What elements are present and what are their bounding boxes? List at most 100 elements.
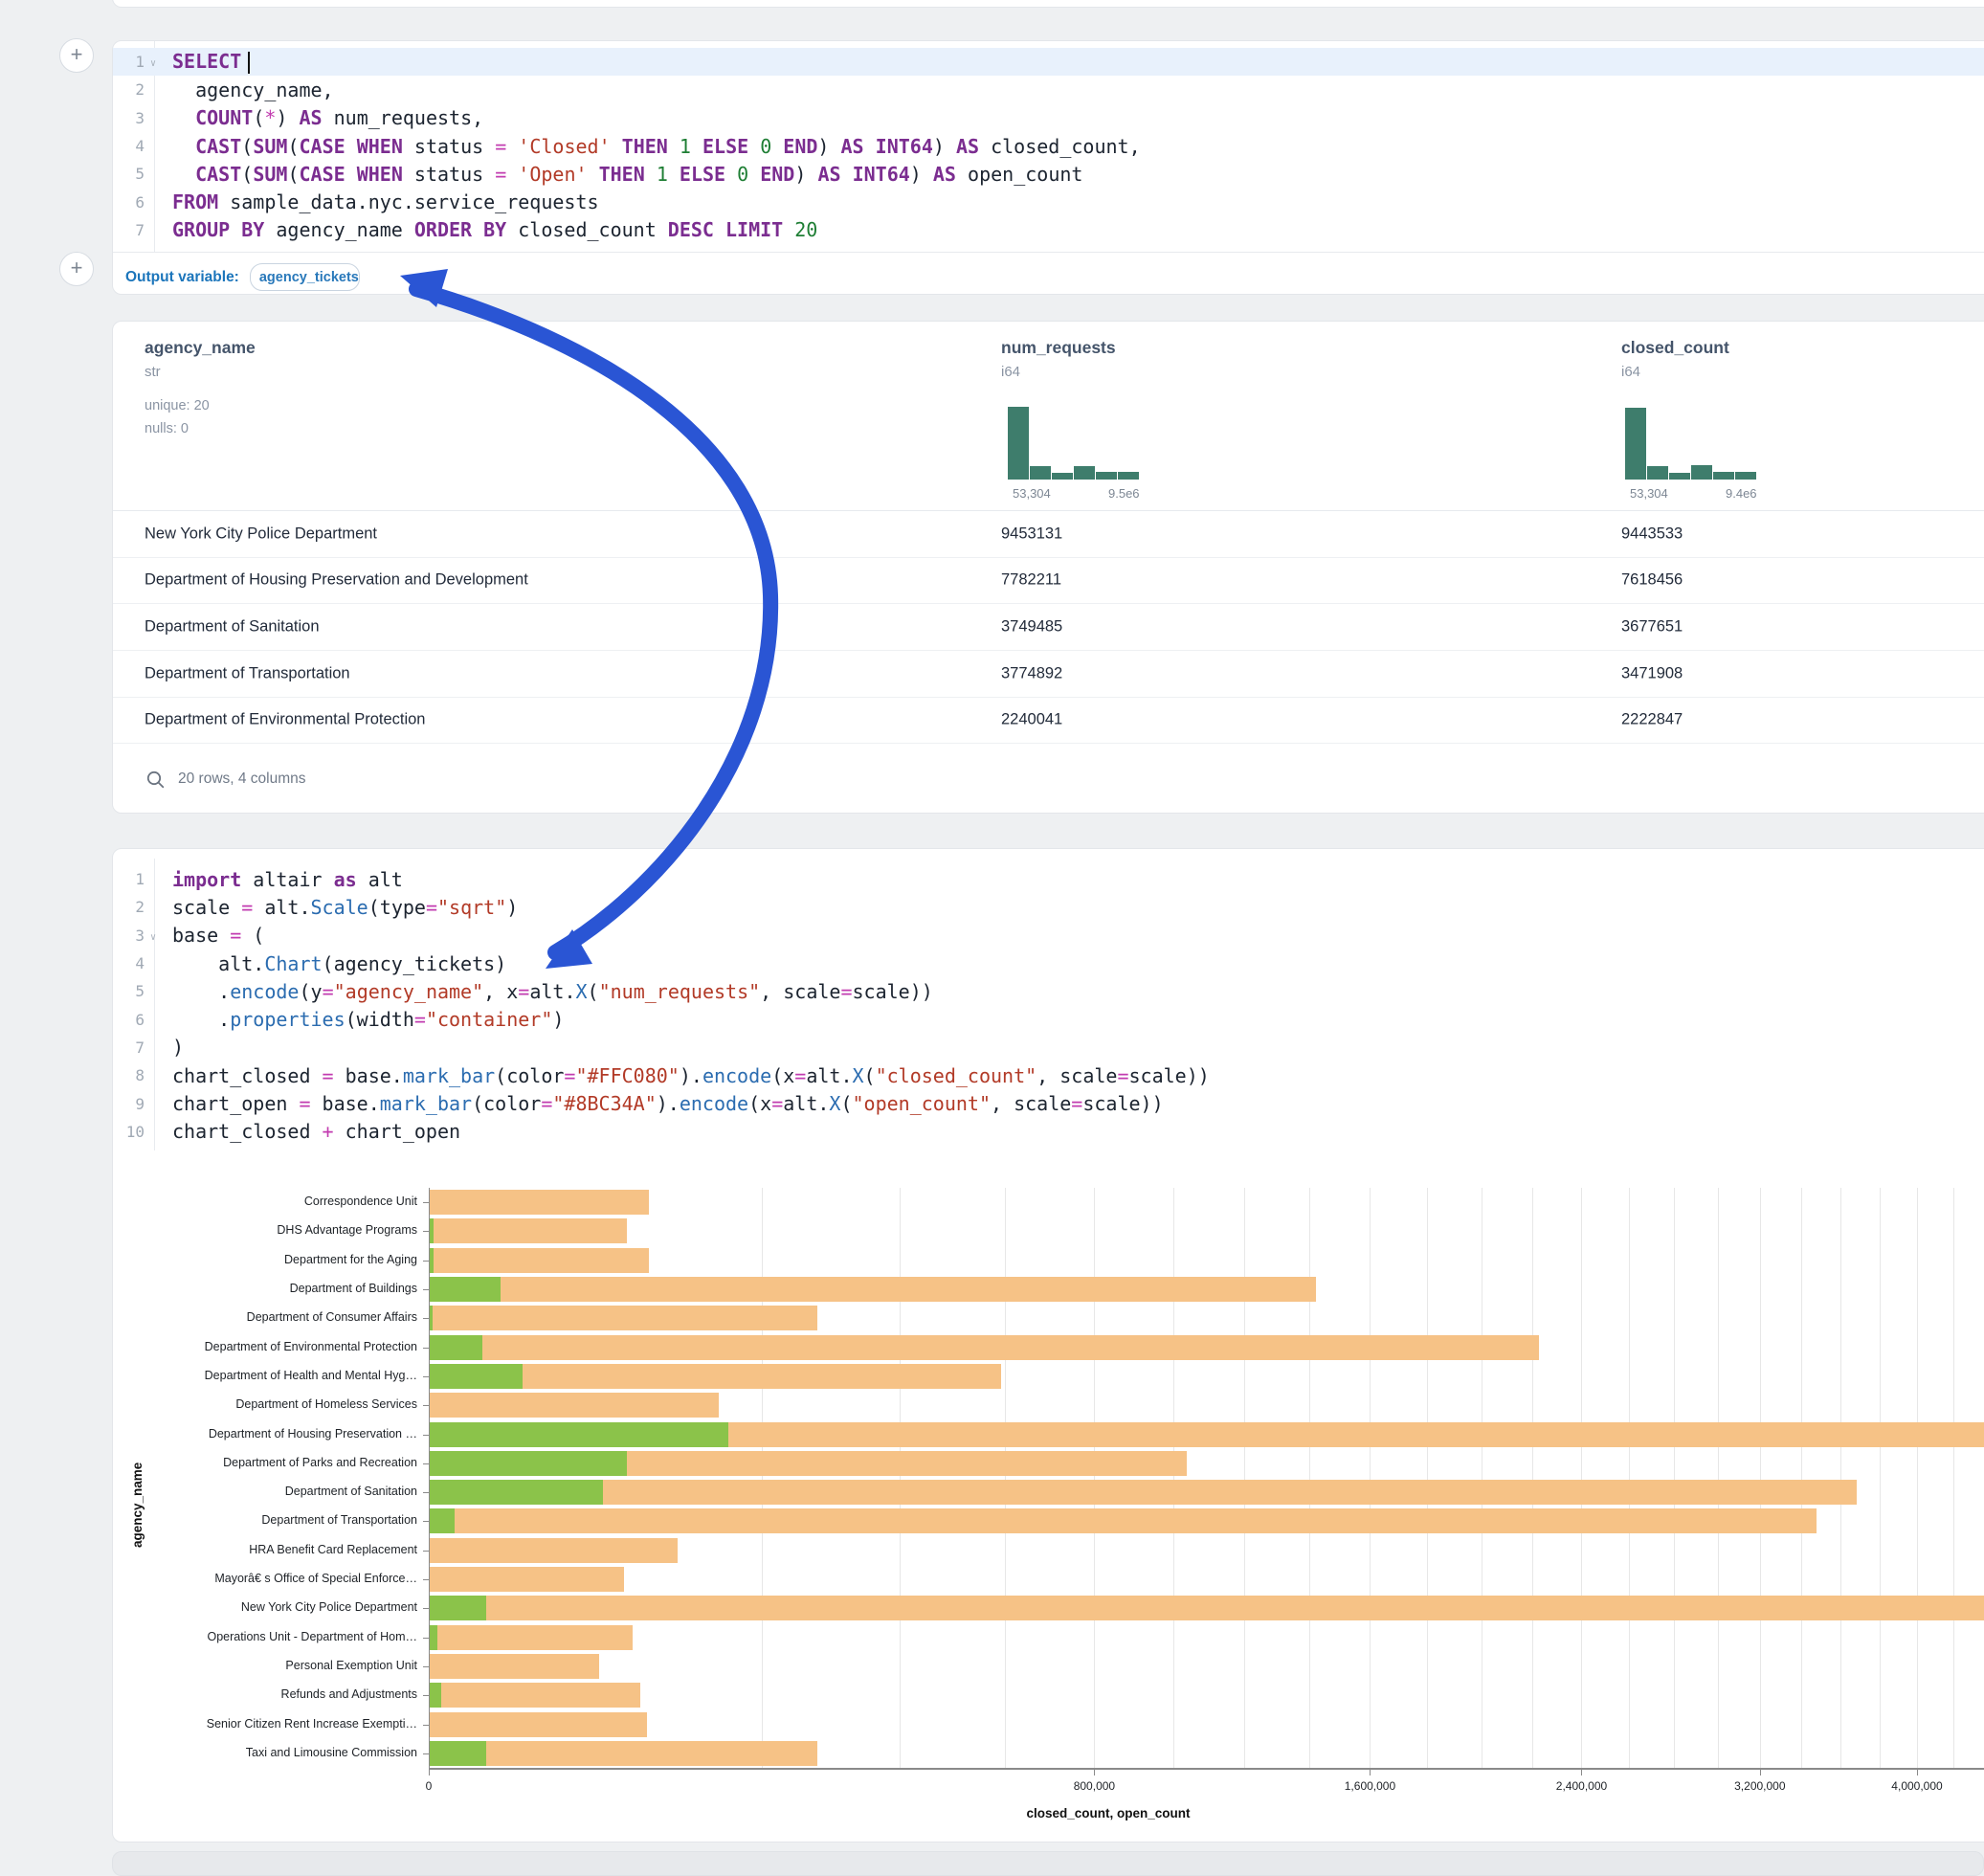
y-axis-tick <box>423 1202 429 1204</box>
bar-open-count <box>430 1480 603 1506</box>
histogram-bin <box>1735 472 1756 480</box>
table-cell-agency-name: New York City Police Department <box>145 525 378 542</box>
y-axis-label: Department of Transportation <box>261 1513 417 1528</box>
code-line[interactable]: 2 agency_name, <box>113 76 1984 103</box>
sql-code-editor[interactable]: 1 ∨ SELECT 2 agency_name, 3 COUNT(*) AS num_… <box>113 48 1984 244</box>
bar-closed-count <box>430 1653 600 1679</box>
bar-closed-count <box>430 1306 818 1331</box>
code-text: chart_open = base.mark_bar(color="#8BC34… <box>172 1092 1164 1116</box>
code-line[interactable]: 4 CAST(SUM(CASE WHEN status = 'Closed' T… <box>113 132 1984 160</box>
line-number: 7 <box>135 1038 145 1057</box>
line-number: 6 <box>135 192 145 212</box>
table-row[interactable]: New York City Police Department 9453131 94… <box>113 510 1984 558</box>
output-variable-pill[interactable]: agency_tickets <box>249 263 360 291</box>
histogram-bin <box>1052 473 1073 480</box>
code-line[interactable]: 8 chart_closed = base.mark_bar(color="#FF… <box>113 1061 1984 1089</box>
line-number: 8 <box>135 1066 145 1085</box>
code-line[interactable]: 4 alt.Chart(agency_tickets) <box>113 949 1984 977</box>
y-axis-label: HRA Benefit Card Replacement <box>249 1542 417 1556</box>
y-axis-tick <box>423 1260 429 1262</box>
python-code-editor[interactable]: 1 import altair as alt 2 scale = alt.Scale(… <box>113 865 1984 1146</box>
histogram-closed-count <box>1625 403 1757 480</box>
y-axis-label: Department of Environmental Protection <box>204 1339 417 1353</box>
fold-caret-icon[interactable]: ∨ <box>149 931 156 943</box>
code-line[interactable]: 10 chart_closed + chart_open <box>113 1118 1984 1146</box>
chart-gridline <box>1094 1188 1096 1768</box>
histogram-bin <box>1008 407 1029 480</box>
bar-open-count <box>430 1450 627 1476</box>
line-number: 4 <box>135 137 145 156</box>
bar-closed-count <box>430 1537 679 1563</box>
code-line[interactable]: 3 ∨ base = ( <box>113 922 1984 949</box>
table-row[interactable]: Department of Transportation 3774892 34719… <box>113 650 1984 698</box>
fold-caret-icon[interactable]: ∨ <box>149 58 156 70</box>
line-number: 9 <box>135 1094 145 1113</box>
table-cell-agency-name: Department of Sanitation <box>145 617 320 635</box>
code-text: .encode(y="agency_name", x=alt.X("num_re… <box>172 979 933 1003</box>
chart-gridline <box>1840 1188 1842 1768</box>
y-axis-label: New York City Police Department <box>240 1600 417 1615</box>
table-row[interactable]: Department of Sanitation 3749485 3677651 <box>113 603 1984 651</box>
code-line[interactable]: 3 COUNT(*) AS num_requests, <box>113 104 1984 132</box>
table-header-divider <box>113 510 1984 511</box>
code-line[interactable]: 6 FROM sample_data.nyc.service_requests <box>113 188 1984 215</box>
code-text: import altair as alt <box>172 867 403 891</box>
histogram-bin <box>1096 472 1117 480</box>
bar-closed-count <box>430 1596 1984 1621</box>
histogram-bin <box>1625 408 1646 480</box>
code-text: chart_closed + chart_open <box>172 1120 461 1144</box>
chart-gridline <box>1370 1188 1371 1768</box>
code-line[interactable]: 2 scale = alt.Scale(type="sqrt") <box>113 893 1984 921</box>
code-line[interactable]: 1 ∨ SELECT <box>113 48 1984 77</box>
y-axis-label: Personal Exemption Unit <box>285 1658 417 1672</box>
y-axis-label: Department of Health and Mental Hyg… <box>204 1368 417 1382</box>
code-text: ) <box>172 1036 185 1060</box>
y-axis-label: DHS Advantage Programs <box>277 1223 417 1238</box>
code-line[interactable]: 6 .properties(width="container") <box>113 1005 1984 1033</box>
chart-gridline <box>1243 1188 1245 1768</box>
bar-closed-count <box>430 1190 650 1216</box>
y-axis-label: Department of Buildings <box>289 1282 417 1296</box>
table-cell-closed-count: 7618456 <box>1621 570 1683 589</box>
result-table-card: agency_name str unique: 20 nulls: 0 num_… <box>112 321 1984 814</box>
code-line[interactable]: 1 import altair as alt <box>113 865 1984 893</box>
code-line[interactable]: 5 .encode(y="agency_name", x=alt.X("num_… <box>113 977 1984 1005</box>
chart-gridline <box>1308 1188 1310 1768</box>
code-text: SELECT <box>154 50 251 75</box>
chart-gridline <box>761 1188 763 1768</box>
table-row[interactable]: Department of Housing Preservation and D… <box>113 557 1984 604</box>
code-text: agency_name, <box>172 78 334 101</box>
chart-gridline <box>1800 1188 1802 1768</box>
bottom-cell-bar[interactable] <box>112 1851 1984 1876</box>
y-axis-tick <box>423 1579 429 1581</box>
chart-gridline <box>1717 1188 1719 1768</box>
y-axis-label: Department of Sanitation <box>284 1485 417 1499</box>
y-axis-label: Refunds and Adjustments <box>280 1687 417 1702</box>
code-line[interactable]: 9 chart_open = base.mark_bar(color="#8BC3… <box>113 1089 1984 1117</box>
code-line[interactable]: 5 CAST(SUM(CASE WHEN status = 'Open' THE… <box>113 160 1984 188</box>
code-text: FROM sample_data.nyc.service_requests <box>172 190 599 214</box>
code-line[interactable]: 7 GROUP BY agency_name ORDER BY closed_co… <box>113 216 1984 244</box>
bar-closed-count <box>430 1334 1540 1360</box>
search-icon[interactable] <box>146 770 165 789</box>
y-axis-label: Department of Parks and Recreation <box>223 1455 417 1469</box>
line-number: 1 <box>135 870 145 889</box>
y-axis-label: Operations Unit - Department of Hom… <box>207 1629 417 1643</box>
column-header-agency-name: agency_name <box>145 338 256 357</box>
code-line[interactable]: 7) <box>113 1034 1984 1061</box>
bar-open-count <box>430 1363 523 1389</box>
bar-closed-count <box>430 1363 1002 1389</box>
y-axis-tick <box>423 1347 429 1349</box>
y-axis-tick <box>423 1637 429 1639</box>
add-block-button-middle[interactable]: + <box>59 252 94 286</box>
y-axis-tick <box>423 1695 429 1697</box>
table-row[interactable]: Department of Environmental Protection 22… <box>113 697 1984 744</box>
column-header-num-requests: num_requests <box>1001 338 1116 357</box>
table-row-count: 20 rows, 4 columns <box>178 770 306 787</box>
chart-gridline <box>899 1188 901 1768</box>
altair-chart: Correspondence Unit DHS Advantage Program… <box>113 1174 1984 1825</box>
code-text: COUNT(*) AS num_requests, <box>195 106 484 130</box>
bar-closed-count <box>430 1393 720 1418</box>
bar-closed-count <box>430 1567 624 1593</box>
add-block-button-top[interactable]: + <box>59 38 94 73</box>
